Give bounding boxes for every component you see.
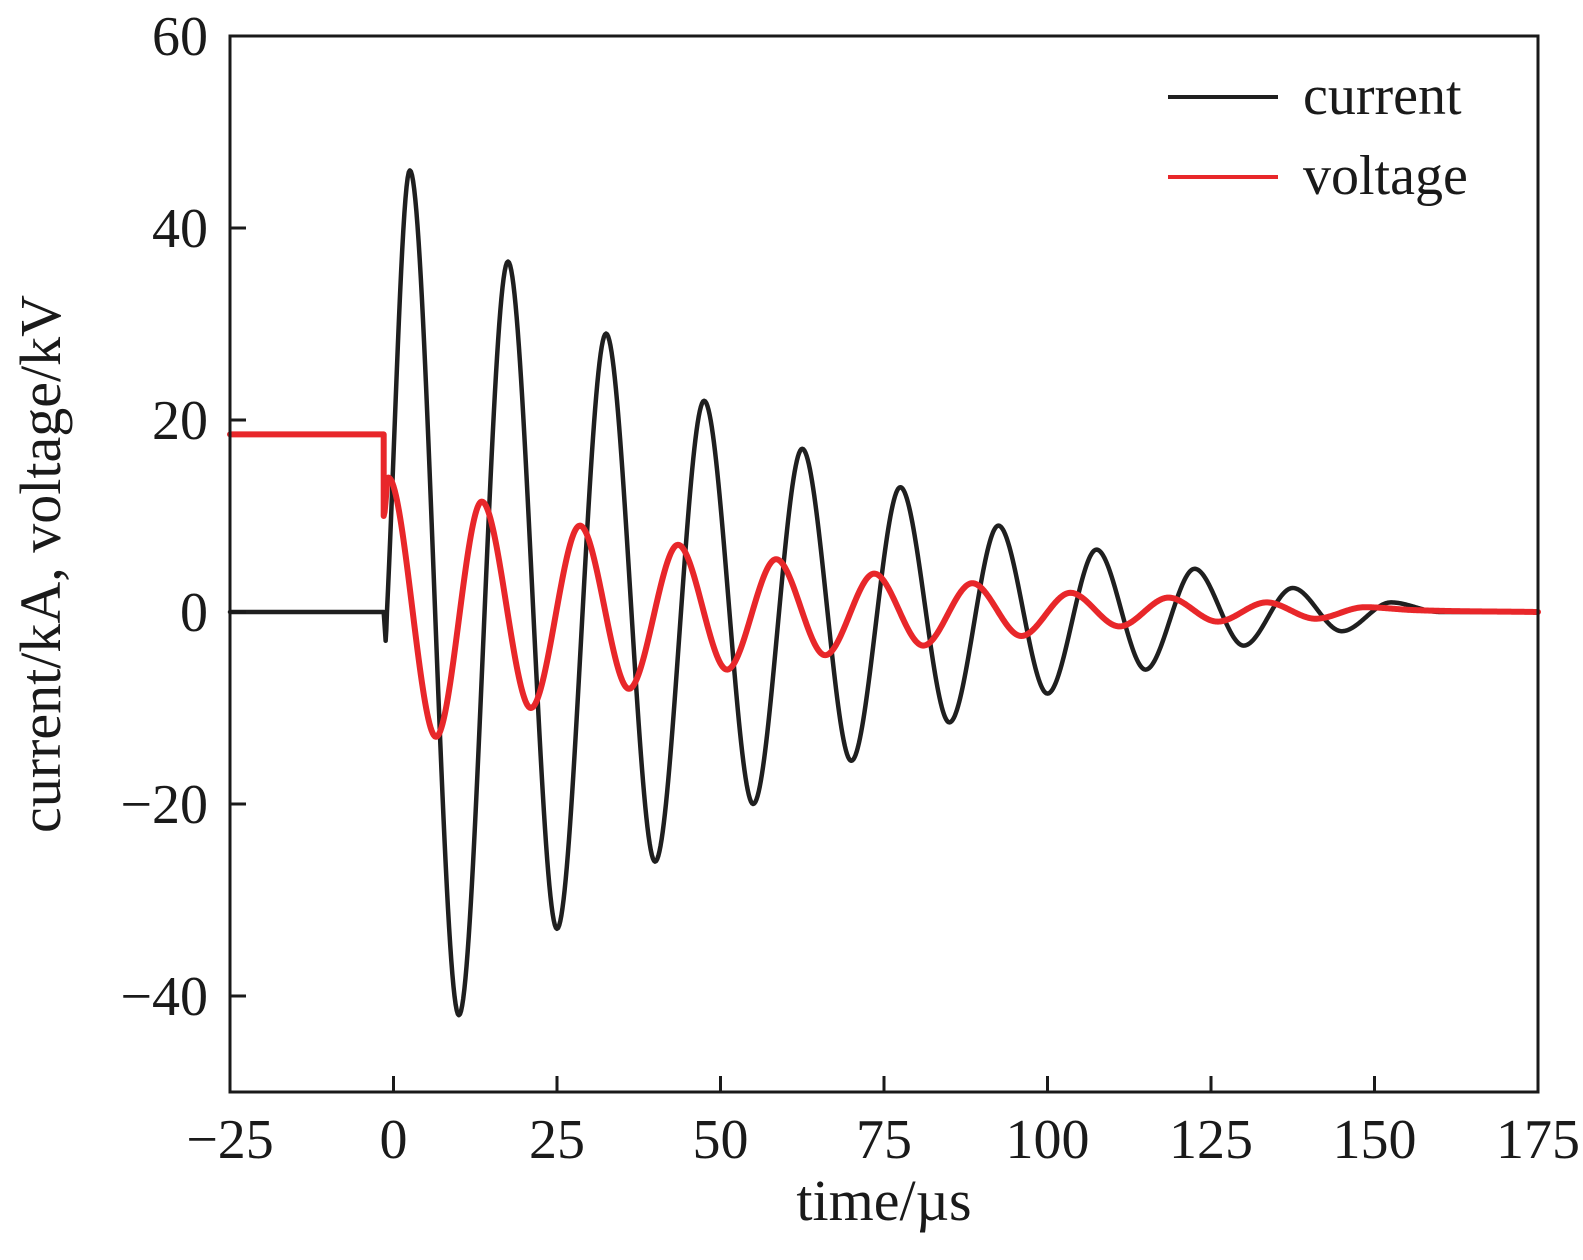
y-axis-title: current/kA, voltage/kV (8, 295, 73, 833)
x-tick-label: 175 (1496, 1109, 1580, 1171)
y-tick-label: −40 (120, 966, 208, 1028)
x-tick-label: 75 (856, 1109, 912, 1171)
y-tick-label: 0 (180, 582, 208, 644)
ticks-layer: −25 0 25 50 75 100 125 150 175 −40 −20 0 20 40 60 (120, 6, 1580, 1171)
y-tick-label: 60 (152, 6, 208, 68)
legend: current voltage (1168, 65, 1468, 207)
legend-label-voltage: voltage (1303, 145, 1468, 207)
y-tick-label: 20 (152, 390, 208, 452)
y-tick-label: 40 (152, 198, 208, 260)
series-line-voltage (227, 431, 1541, 740)
x-tick-label: 125 (1169, 1109, 1253, 1171)
x-axis-title: time/µs (796, 1168, 971, 1233)
x-tick-label: 100 (1006, 1109, 1090, 1171)
series-line-current (227, 168, 1541, 1018)
x-tick-label: −25 (186, 1109, 274, 1171)
series-layer (227, 168, 1541, 1018)
x-tick-label: 150 (1333, 1109, 1417, 1171)
x-tick-label: 25 (529, 1109, 585, 1171)
legend-label-current: current (1303, 65, 1462, 127)
x-tick-label: 50 (693, 1109, 749, 1171)
y-tick-label: −20 (120, 774, 208, 836)
x-tick-label: 0 (380, 1109, 408, 1171)
